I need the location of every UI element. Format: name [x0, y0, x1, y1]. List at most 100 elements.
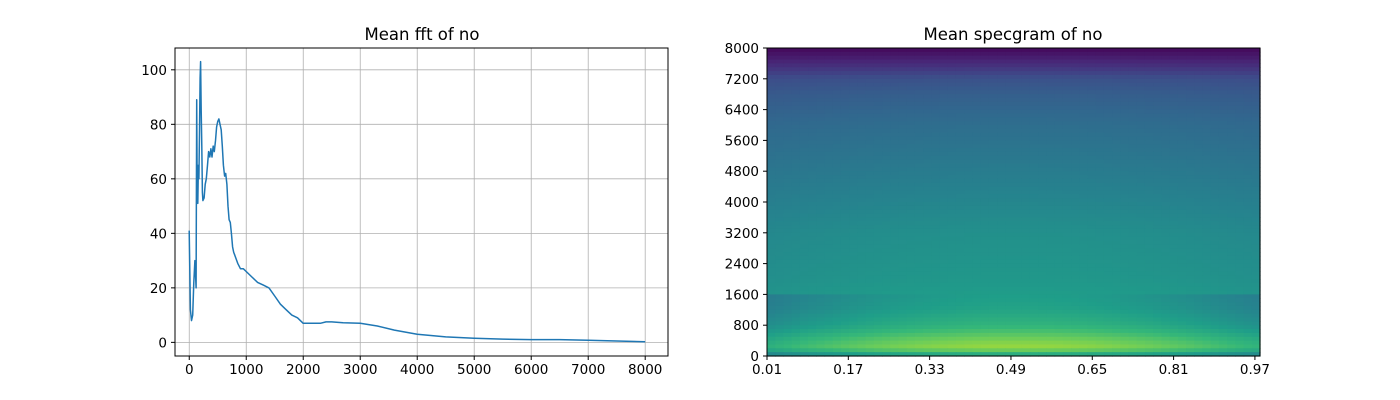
specgram-cell	[857, 101, 867, 107]
specgram-cell	[1071, 55, 1080, 61]
specgram-cell	[865, 74, 875, 80]
specgram-cell	[1013, 148, 1023, 153]
specgram-cell	[1103, 128, 1113, 134]
specgram-cell	[857, 136, 867, 141]
specgram-cell	[1235, 282, 1245, 288]
specgram-cell	[939, 167, 949, 172]
specgram-cell	[939, 82, 949, 88]
specgram-cell	[873, 232, 883, 238]
specgram-cell	[783, 167, 793, 172]
specgram-cell	[832, 248, 842, 253]
specgram-cell	[1038, 98, 1047, 103]
specgram-cell	[857, 263, 867, 269]
specgram-cell	[775, 148, 785, 153]
specgram-cell	[799, 352, 809, 357]
specgram-cell	[775, 94, 785, 99]
specgram-cell	[906, 279, 916, 284]
specgram-cell	[1046, 175, 1056, 180]
specgram-cell	[1095, 348, 1105, 353]
specgram-cell	[1029, 144, 1039, 149]
specgram-cell	[890, 294, 900, 299]
specgram-cell	[1251, 267, 1261, 272]
specgram-cell	[1013, 74, 1023, 80]
specgram-cell	[980, 348, 990, 353]
specgram-cell	[1112, 86, 1121, 91]
specgram-cell	[783, 121, 793, 126]
specgram-cell	[799, 329, 809, 334]
specgram-cell	[1243, 198, 1253, 203]
specgram-cell	[857, 344, 867, 349]
specgram-cell	[964, 340, 974, 346]
specgram-cell	[775, 194, 785, 199]
specgram-cell	[1079, 317, 1089, 322]
specgram-cell	[1243, 144, 1253, 149]
specgram-cell	[890, 194, 900, 199]
specgram-cell	[1071, 340, 1080, 346]
specgram-cell	[1128, 352, 1138, 357]
specgram-cell	[906, 140, 916, 145]
specgram-cell	[931, 117, 941, 122]
specgram-cell	[816, 144, 826, 149]
specgram-cell	[1062, 117, 1072, 122]
specgram-cell	[1202, 321, 1212, 326]
specgram-cell	[816, 171, 826, 176]
specgram-cell	[890, 51, 900, 57]
specgram-cell	[964, 240, 974, 245]
specgram-cell	[980, 228, 990, 234]
specgram-cell	[1120, 236, 1130, 242]
specgram-cell	[832, 90, 842, 95]
specgram-cell	[816, 309, 826, 315]
specgram-cell	[1103, 344, 1113, 349]
specgram-cell	[1136, 74, 1146, 80]
specgram-cell	[824, 286, 834, 292]
specgram-cell	[1251, 98, 1261, 103]
specgram-cell	[914, 140, 924, 145]
specgram-cell	[1218, 101, 1228, 107]
specgram-cell	[1120, 128, 1130, 134]
specgram-cell	[1120, 217, 1130, 222]
specgram-cell	[988, 105, 998, 111]
specgram-cell	[840, 125, 850, 130]
specgram-cell	[775, 294, 785, 299]
specgram-cell	[767, 244, 776, 249]
specgram-cell	[1120, 221, 1130, 226]
specgram-cell	[1021, 117, 1031, 122]
specgram-cell	[997, 240, 1006, 245]
specgram-cell	[1194, 332, 1204, 338]
specgram-cell	[799, 55, 809, 61]
specgram-cell	[1161, 232, 1171, 238]
specgram-cell	[988, 325, 998, 330]
specgram-cell	[1021, 71, 1031, 76]
specgram-cell	[1144, 178, 1154, 184]
specgram-cell	[997, 275, 1006, 280]
specgram-cell	[799, 348, 809, 353]
specgram-cell	[1153, 317, 1162, 322]
specgram-cell	[783, 352, 793, 357]
specgram-cell	[767, 352, 776, 357]
specgram-cell	[1177, 121, 1187, 126]
specgram-cell	[816, 332, 826, 338]
specgram-cell	[865, 209, 875, 215]
specgram-cell	[923, 221, 932, 226]
specgram-cell	[1095, 240, 1105, 245]
specgram-cell	[939, 352, 949, 357]
specgram-cell	[1087, 132, 1097, 138]
specgram-cell	[1005, 198, 1015, 203]
specgram-cell	[939, 94, 949, 99]
specgram-cell	[1062, 267, 1072, 272]
specgram-cell	[816, 113, 826, 118]
specgram-cell	[955, 344, 965, 349]
specgram-cell	[767, 140, 776, 145]
specgram-cell	[1120, 255, 1130, 261]
specgram-cell	[1136, 348, 1146, 353]
specgram-cell	[1103, 190, 1113, 195]
specgram-cell	[1153, 48, 1162, 53]
specgram-cell	[1095, 113, 1105, 118]
specgram-cell	[1235, 302, 1245, 307]
specgram-cell	[1235, 348, 1245, 353]
specgram-cell	[865, 255, 875, 261]
specgram-cell	[783, 163, 793, 168]
specgram-cell	[1038, 263, 1047, 269]
specgram-cell	[947, 82, 957, 88]
specgram-cell	[997, 63, 1006, 68]
